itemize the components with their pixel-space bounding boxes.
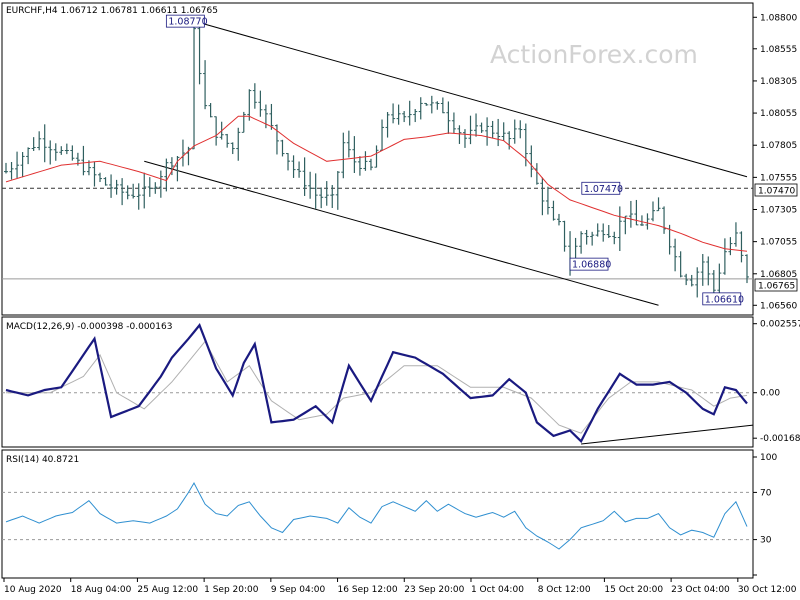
price-bars: [4, 17, 749, 303]
rsi-tick-label: 70: [760, 488, 772, 498]
price-annotation-label: 1.08770: [168, 17, 207, 28]
price-levels: [2, 187, 753, 280]
rsi-levels: [2, 491, 753, 541]
time-tick-label: 1 Sep 20:00: [204, 585, 259, 595]
price-panel-header: EURCHF,H4 1.06712 1.06781 1.06611 1.0676…: [6, 6, 218, 16]
rsi-panel-title: RSI(14) 40.8721: [6, 455, 79, 465]
time-tick-label: 10 Aug 2020: [4, 585, 62, 595]
price-annotation-label: 1.06610: [705, 294, 744, 305]
macd-tick-label: 0.002557: [760, 320, 800, 330]
price-y-ticks: 1.08800 1.08555 1.08305 1.08055 1.07805 1.075…: [753, 13, 797, 311]
moving-average-line: [5, 115, 748, 252]
price-tick-label: 1.08055: [760, 109, 797, 119]
watermark-text: ActionForex.com: [490, 40, 698, 69]
time-axis: 10 Aug 2020 18 Aug 04:00 25 Aug 12:00 1 Sep…: [3, 578, 797, 595]
level-label: 1.07470: [758, 187, 795, 197]
rsi-panel-frame: [1, 449, 754, 579]
price-tick-label: 1.07805: [760, 141, 797, 151]
macd-trend-line: [581, 424, 754, 445]
price-annotation-box: [702, 292, 742, 306]
macd-panel-title: MACD(12,26,9) -0.000398 -0.000163: [6, 322, 172, 332]
price-panel-frame: [1, 2, 754, 316]
time-tick-label: 16 Sep 12:00: [338, 585, 398, 595]
current-price-box: [754, 278, 798, 292]
macd-y-ticks: 0.002557 0.00 -0.001685: [753, 320, 800, 444]
price-tick-label: 1.08555: [760, 45, 797, 55]
price-annotation-box: [165, 14, 205, 28]
time-tick-label: 23 Sep 20:00: [404, 585, 464, 595]
rsi-line: [5, 481, 748, 550]
macd-line: [5, 323, 748, 444]
time-tick-label: 9 Sep 04:00: [271, 585, 326, 595]
price-tick-label: 1.07305: [760, 206, 797, 216]
rsi-tick-label: 30: [760, 536, 772, 546]
time-tick-label: 25 Aug 12:00: [137, 585, 198, 595]
rsi-y-ticks: 100 70 30: [753, 453, 777, 576]
price-tick-label: 1.06805: [760, 270, 797, 280]
price-tick-label: 1.08305: [760, 77, 797, 87]
price-annotation-box: [569, 257, 609, 271]
rsi-tick-label: 100: [760, 453, 777, 463]
price-annotation-label: 1.07470: [584, 184, 623, 195]
macd-tick-label: -0.001685: [760, 434, 800, 444]
current-price-label: 1.06765: [758, 282, 795, 292]
price-tick-label: 1.08800: [760, 13, 797, 23]
channel-line: [193, 20, 748, 178]
time-tick-label: 18 Aug 04:00: [71, 585, 132, 595]
price-tick-label: 1.06560: [760, 301, 797, 311]
price-annotation-box: [581, 181, 621, 195]
price-annotation-label: 1.06880: [572, 260, 611, 271]
time-tick-label: 8 Oct 12:00: [538, 585, 591, 595]
macd-panel-frame: [1, 316, 754, 448]
time-tick-label: 15 Oct 20:00: [604, 585, 663, 595]
time-tick-label: 30 Oct 12:00: [738, 585, 797, 595]
price-tick-label: 1.07555: [760, 173, 797, 183]
macd-tick-label: 0.00: [760, 389, 780, 399]
channel-line: [144, 160, 659, 306]
time-tick-label: 1 Oct 04:00: [471, 585, 524, 595]
level-label-box: [754, 183, 798, 197]
price-tick-label: 1.07055: [760, 238, 797, 248]
price-annotations: 1.08770 1.07470 1.06880 1.06610: [165, 14, 744, 306]
price-channel-lines: [144, 20, 748, 306]
time-tick-label: 23 Oct 04:00: [671, 585, 730, 595]
